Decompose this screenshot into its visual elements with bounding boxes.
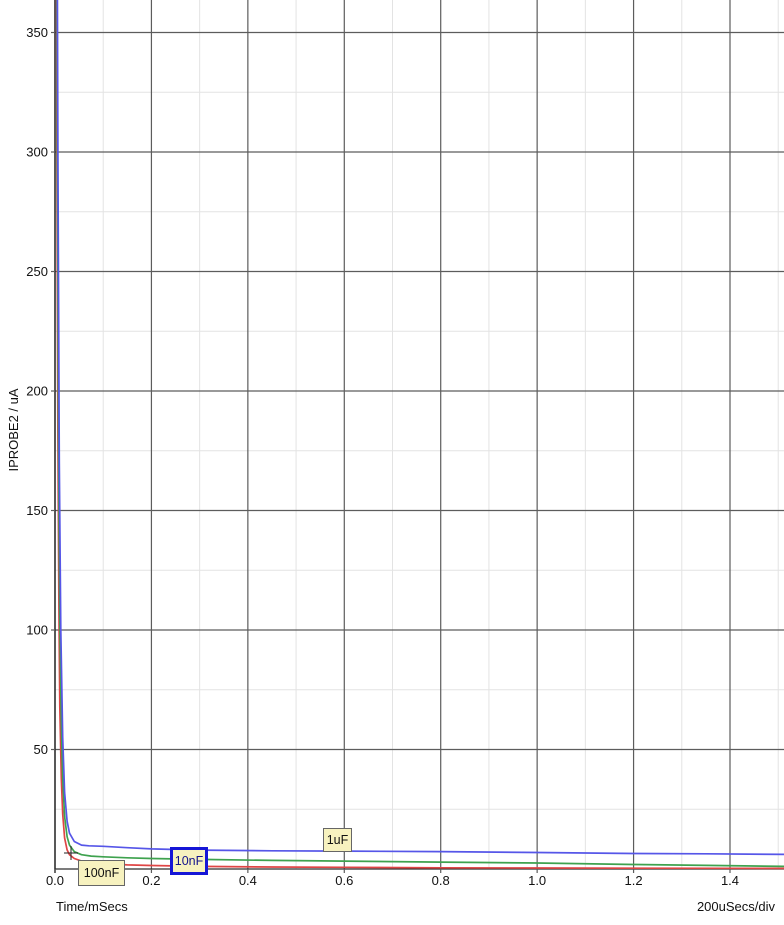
x-scale-per-div: 200uSecs/div xyxy=(696,899,775,914)
x-tick-label: 1.2 xyxy=(625,873,643,888)
y-tick-label: 50 xyxy=(34,742,48,757)
curve-10nF[interactable] xyxy=(55,0,784,868)
curve-1uF[interactable] xyxy=(55,0,784,856)
y-tick-label: 350 xyxy=(26,25,48,40)
x-tick-label: 1.4 xyxy=(721,873,739,888)
curve-label-1uF[interactable]: 1uF xyxy=(323,828,352,852)
y-tick-label: 200 xyxy=(26,384,48,399)
x-tick-label: 0.0 xyxy=(46,873,64,888)
curve-100nF[interactable] xyxy=(55,0,784,870)
y-axis-title: IPROBE2 / uA xyxy=(6,388,21,472)
x-axis-title: Time/mSecs xyxy=(56,899,128,914)
x-tick-label: 1.0 xyxy=(528,873,546,888)
y-tick-label: 100 xyxy=(26,623,48,638)
y-tick-label: 300 xyxy=(26,145,48,160)
x-tick-label: 0.4 xyxy=(239,873,257,888)
curve-label-10nF[interactable]: 10nF xyxy=(170,847,208,875)
y-tick-label: 250 xyxy=(26,264,48,279)
y-tick-label: 150 xyxy=(26,503,48,518)
curve-label-100nF[interactable]: 100nF xyxy=(78,860,125,886)
x-tick-label: 0.6 xyxy=(335,873,353,888)
x-tick-label: 0.8 xyxy=(432,873,450,888)
x-tick-label: 0.2 xyxy=(142,873,160,888)
